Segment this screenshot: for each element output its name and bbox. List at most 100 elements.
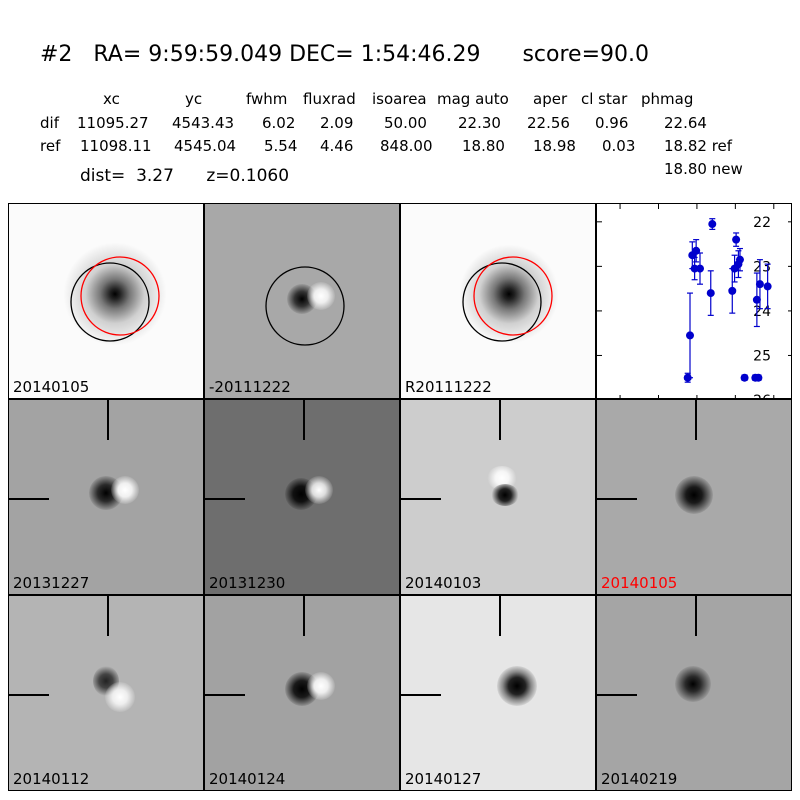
source-blob (459, 244, 559, 344)
stamp-panel: 20140112 (8, 595, 204, 791)
stamp-panel: 20140124 (204, 595, 400, 791)
data-point (732, 235, 741, 244)
dipole-bright-lobe (305, 476, 333, 504)
dist-z-line: dist= 3.27 z=0.1060 (80, 166, 290, 186)
vertical-tick (499, 596, 501, 636)
dif-fluxrad: 2.09 (320, 114, 354, 132)
horizontal-tick (9, 498, 49, 500)
ref-xc: 11098.11 (80, 137, 152, 155)
stamp-label: 20140105 (13, 378, 90, 396)
horizontal-tick (401, 498, 441, 500)
y-tick-label: 24 (753, 304, 771, 320)
stamp-label: 20140112 (13, 770, 90, 788)
aperture-circles (462, 256, 553, 342)
stamp-grid: 20140105 -20111222 R20111222 2223242526-… (8, 203, 792, 791)
dif-xc: 11095.27 (77, 114, 149, 132)
col-mag-auto: mag auto (437, 90, 509, 108)
dipole-bright-lobe (111, 476, 139, 504)
ref-isoarea: 848.00 (380, 137, 433, 155)
data-point (706, 289, 715, 298)
stamp-label: -20111222 (209, 378, 291, 396)
data-point (735, 255, 744, 264)
y-tick-label: 22 (753, 215, 771, 231)
horizontal-tick (597, 694, 637, 696)
stamp-label: 20131227 (13, 574, 90, 592)
stamp-label: 20140124 (209, 770, 286, 788)
lightcurve-chart: 2223242526-100-50050100 (597, 204, 791, 399)
col-cl-star: cl star (581, 90, 628, 108)
ref-mag-auto: 18.80 (462, 137, 505, 155)
ref-cl-star: 0.03 (602, 137, 636, 155)
vertical-tick (695, 400, 697, 440)
stamp-label: R20111222 (405, 378, 492, 396)
data-point (708, 220, 717, 229)
aperture-circles (265, 266, 345, 346)
row-dif-label: dif (40, 114, 59, 132)
col-isoarea: isoarea (372, 90, 427, 108)
horizontal-tick (597, 498, 637, 500)
source-blob (63, 242, 167, 346)
horizontal-tick (9, 694, 49, 696)
header-title: #2 RA= 9:59:59.049 DEC= 1:54:46.29 score… (40, 42, 649, 67)
lightcurve-panel: 2223242526-100-50050100 (596, 203, 792, 399)
col-aper: aper (533, 90, 568, 108)
stamp-panel: 20140105 (596, 399, 792, 595)
col-xc: xc (103, 90, 120, 108)
stamp-label-current: 20140105 (601, 574, 678, 592)
aperture-circles (70, 256, 160, 342)
phmag-new: 18.80 new (664, 160, 743, 178)
dipole-dark-lobe (491, 484, 519, 506)
dif-isoarea: 50.00 (384, 114, 427, 132)
dif-phmag: 22.64 (664, 114, 707, 132)
data-point (686, 331, 695, 340)
stamp-panel: 20140103 (400, 399, 596, 595)
horizontal-tick (205, 498, 245, 500)
stamp-panel: -20111222 (204, 203, 400, 399)
ref-phmag: 18.82 ref (664, 137, 733, 155)
stamp-panel: R20111222 (400, 203, 596, 399)
stamp-label: 20140127 (405, 770, 482, 788)
col-fluxrad: fluxrad (303, 90, 356, 108)
dipole-bright-lobe (307, 672, 335, 700)
y-tick-label: 23 (753, 259, 771, 275)
data-point (755, 280, 764, 289)
ref-aper: 18.98 (533, 137, 576, 155)
dipole-bright-lobe (105, 682, 135, 712)
dif-cl-star: 0.96 (595, 114, 629, 132)
dif-yc: 4543.43 (172, 114, 235, 132)
col-phmag: phmag (641, 90, 694, 108)
stamp-panel: 20131230 (204, 399, 400, 595)
stamp-label: 20140103 (405, 574, 482, 592)
dif-mag-auto: 22.30 (458, 114, 501, 132)
vertical-tick (303, 596, 305, 636)
y-tick-label: 26 (753, 393, 771, 399)
point-source (675, 666, 711, 702)
dif-fwhm: 6.02 (262, 114, 296, 132)
row-ref-label: ref (40, 137, 61, 155)
stamp-panel: 20140105 (8, 203, 204, 399)
vertical-tick (695, 596, 697, 636)
dif-aper: 22.56 (527, 114, 570, 132)
ref-fluxrad: 4.46 (320, 137, 354, 155)
vertical-tick (499, 400, 501, 440)
data-point (752, 295, 761, 304)
data-point (695, 264, 704, 273)
point-source (675, 476, 713, 514)
data-point (728, 286, 737, 295)
dipole-bright-lobe (307, 282, 335, 310)
stamp-panel: 20140127 (400, 595, 596, 791)
stamp-label: 20131230 (209, 574, 286, 592)
vertical-tick (107, 596, 109, 636)
horizontal-tick (401, 694, 441, 696)
data-point (763, 282, 772, 291)
vertical-tick (303, 400, 305, 440)
horizontal-tick (205, 694, 245, 696)
col-yc: yc (185, 90, 203, 108)
data-point (754, 373, 763, 382)
col-fwhm: fwhm (246, 90, 288, 108)
vertical-tick (107, 400, 109, 440)
data-point (740, 373, 749, 382)
ref-fwhm: 5.54 (264, 137, 298, 155)
stamp-label: 20140219 (601, 770, 678, 788)
stamp-panel: 20131227 (8, 399, 204, 595)
